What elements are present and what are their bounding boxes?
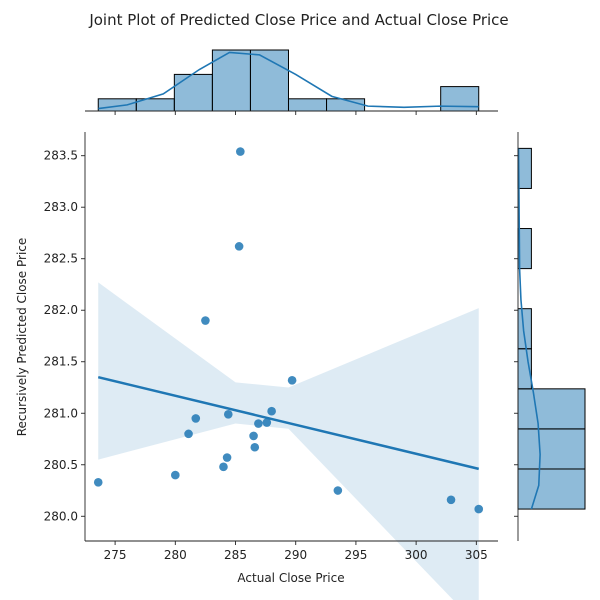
scatter-point: [223, 409, 233, 419]
scatter-point: [249, 431, 258, 441]
scatter-point: [201, 316, 210, 325]
y-tick-label: 282.5: [44, 252, 78, 266]
scatter-point: [236, 147, 245, 156]
confidence-band: [98, 282, 479, 600]
y-hist-bar: [517, 388, 586, 430]
marginal-x-histogram: [85, 49, 498, 115]
confidence-band-layer: [98, 282, 479, 600]
scatter-point: [262, 418, 272, 427]
y-axis-label: Recursively Predicted Close Price: [15, 238, 29, 437]
x-tick-label: 300: [405, 548, 428, 562]
x-tick-label: 305: [465, 548, 488, 562]
scatter-points-layer: [93, 147, 484, 514]
y-tick-label: 282.0: [44, 303, 78, 317]
y-tick-label: 283.0: [44, 200, 78, 214]
y-tick-label: 281.0: [44, 406, 78, 420]
x-kde-curve: [98, 51, 479, 110]
x-axis-label: Actual Close Price: [237, 571, 344, 585]
chart-title: Joint Plot of Predicted Close Price and …: [88, 11, 508, 29]
scatter-point: [474, 504, 484, 514]
y-tick-label: 283.5: [44, 149, 78, 163]
x-tick-label: 280: [164, 548, 187, 562]
scatter-point: [234, 242, 244, 251]
scatter-point: [333, 486, 343, 495]
y-hist-bar: [517, 468, 586, 510]
y-hist-bar: [517, 428, 586, 470]
x-tick-label: 290: [284, 548, 307, 562]
y-hist-bar: [517, 147, 532, 189]
x-tick-label: 295: [344, 548, 367, 562]
x-hist-bar: [97, 98, 137, 112]
x-hist-bar: [211, 49, 251, 112]
scatter-point: [254, 419, 263, 428]
regression-line: [97, 375, 480, 471]
x-hist-bar: [287, 98, 328, 112]
scatter-point: [287, 375, 297, 385]
scatter-point: [267, 406, 276, 416]
axes-layer: 275 280 285 290 295 300 305 280.0 280.5 281.0 281.…: [44, 132, 498, 562]
y-tick-label: 281.5: [44, 355, 78, 369]
scatter-point: [191, 414, 201, 423]
marginal-y-histogram: [514, 132, 586, 541]
scatter-point: [93, 477, 103, 487]
scatter-point: [446, 495, 456, 505]
y-kde-curve: [517, 148, 541, 510]
regression-line-layer: [97, 375, 480, 471]
scatter-point: [222, 453, 232, 462]
scatter-point: [250, 442, 260, 452]
y-tick-label: 280.0: [44, 509, 78, 523]
scatter-point: [219, 462, 228, 472]
x-hist-bar: [173, 73, 213, 112]
y-tick-label: 280.5: [44, 458, 78, 472]
x-tick-label: 275: [104, 548, 127, 562]
scatter-point: [171, 470, 180, 480]
main-scatter-panel: 275 280 285 290 295 300 305 280.0 280.5 281.0 281.…: [44, 132, 498, 600]
scatter-point: [184, 429, 193, 439]
x-hist-bar: [249, 49, 289, 112]
x-tick-label: 285: [224, 548, 247, 562]
